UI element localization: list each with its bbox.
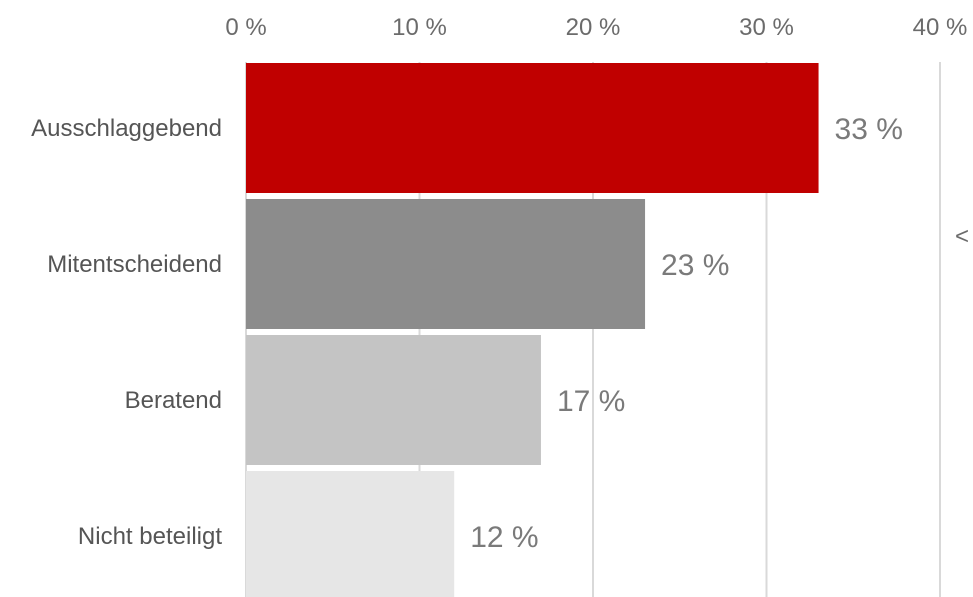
x-tick-label: 40 % [913, 14, 968, 41]
cut-off-glyph: < [955, 223, 969, 250]
x-axis-tick-labels: 0 % 10 % 20 % 30 % 40 % [225, 14, 967, 41]
category-label: Mitentscheidend [47, 251, 222, 278]
bar [246, 471, 455, 597]
bar [246, 335, 541, 465]
x-tick-label: 20 % [566, 14, 621, 41]
value-label: 17 % [557, 385, 625, 418]
value-label: 33 % [835, 113, 903, 146]
value-label: 12 % [470, 521, 538, 554]
value-label: 23 % [661, 249, 729, 282]
category-label: Beratend [125, 387, 222, 414]
x-tick-label: 0 % [225, 14, 266, 41]
bar [246, 63, 819, 193]
category-label: Ausschlaggebend [31, 115, 222, 142]
value-labels: 33 % 23 % 17 % 12 % [470, 113, 903, 554]
bar [246, 199, 646, 329]
bars [246, 63, 819, 597]
x-tick-label: 10 % [392, 14, 447, 41]
category-labels: Ausschlaggebend Mitentscheidend Beratend Ni… [31, 115, 222, 550]
category-label: Nicht beteiligt [78, 523, 222, 550]
x-tick-label: 30 % [739, 14, 794, 41]
